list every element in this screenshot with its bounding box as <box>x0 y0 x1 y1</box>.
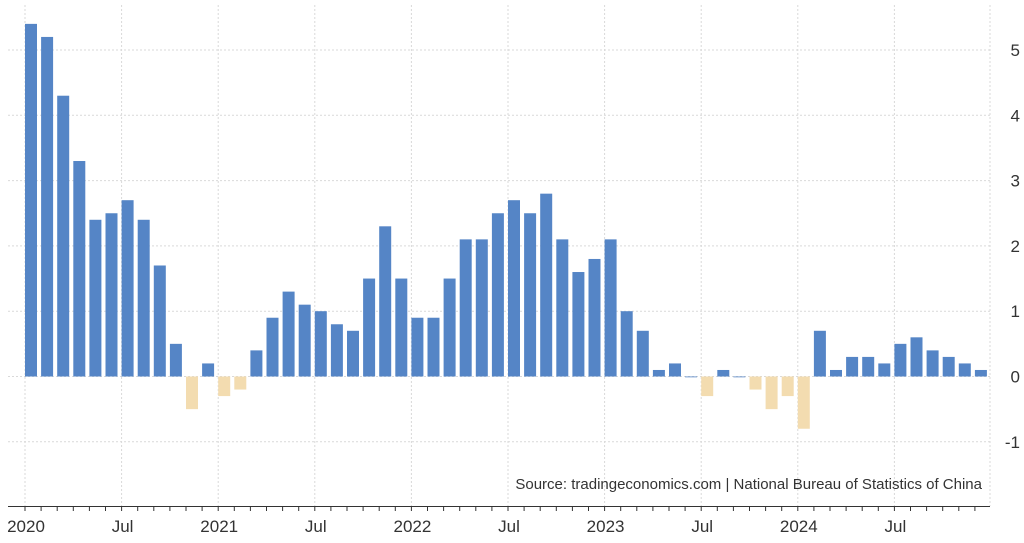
bar-2023-04 <box>652 369 665 377</box>
bar-2023-01 <box>604 239 617 377</box>
bar-2022-12 <box>588 258 601 377</box>
x-tick-label: 2024 <box>780 517 818 536</box>
bar-2020-08 <box>137 219 150 377</box>
bar-2024-10 <box>942 356 955 377</box>
bar-2024-11 <box>958 363 971 377</box>
bar-2023-08 <box>717 369 730 377</box>
y-tick-label: 2 <box>1011 237 1020 256</box>
bar-2021-01 <box>218 376 231 397</box>
bar-2021-12 <box>395 278 408 377</box>
x-tick-label: 2020 <box>7 517 45 536</box>
bar-2021-08 <box>330 324 343 377</box>
bar-2024-12 <box>974 369 987 377</box>
bar-2024-01 <box>797 376 810 429</box>
bar-2024-06 <box>878 363 891 377</box>
bar-2020-11 <box>186 376 198 410</box>
bar-2023-07 <box>701 376 714 397</box>
axes: -1 0 1 2 3 4 5 2020 Jul 2021 Jul 2022 Jul 2023 Jul 2024… <box>7 41 1020 536</box>
source-text: Source: tradingeconomics.com | National … <box>515 476 982 493</box>
bar-2020-04 <box>73 161 86 377</box>
y-tick-label: 0 <box>1011 368 1020 387</box>
bar-2024-08 <box>910 337 923 377</box>
bar-2022-08 <box>524 213 537 377</box>
grid-lines <box>8 5 991 506</box>
y-tick-label: 4 <box>1011 106 1020 125</box>
bar-2022-04 <box>459 239 472 377</box>
bar-2020-03 <box>57 95 70 377</box>
bar-2021-11 <box>379 226 392 377</box>
bar-2020-12 <box>202 363 215 377</box>
bar-2023-05 <box>669 363 681 377</box>
bar-2024-09 <box>926 350 939 377</box>
x-tick-label: Jul <box>498 517 520 536</box>
bar-2021-03 <box>250 350 263 377</box>
bar-2020-10 <box>169 343 182 377</box>
y-tick-label: 3 <box>1011 172 1020 191</box>
bar-2021-02 <box>234 376 247 390</box>
bar-2022-03 <box>443 278 456 377</box>
bar-2022-01 <box>411 317 424 377</box>
bar-2022-11 <box>572 272 585 377</box>
x-tick-label: 2022 <box>393 517 431 536</box>
bar-2023-03 <box>636 330 649 377</box>
bar-2022-06 <box>491 213 504 377</box>
bar-2024-03 <box>830 369 842 377</box>
bar-2021-04 <box>266 317 279 377</box>
bar-2024-07 <box>894 343 907 377</box>
x-tick-label: Jul <box>885 517 907 536</box>
bar-2023-02 <box>620 311 633 377</box>
x-tick-label: Jul <box>691 517 713 536</box>
bar-2022-09 <box>540 193 553 377</box>
bar-2022-05 <box>475 239 488 377</box>
x-tick-label: 2023 <box>587 517 625 536</box>
bar-2024-02 <box>813 330 826 377</box>
bar-2020-02 <box>41 36 54 377</box>
bar-2023-11 <box>765 376 778 410</box>
bar-2020-01 <box>25 23 37 377</box>
bar-2020-07 <box>121 200 134 377</box>
bar-2023-06 <box>685 376 698 378</box>
bar-2024-04 <box>846 356 859 377</box>
bar-2021-06 <box>298 304 311 377</box>
bar-2020-05 <box>89 219 102 377</box>
y-tick-label: 1 <box>1011 302 1020 321</box>
bar-2020-06 <box>105 213 118 377</box>
bar-2020-09 <box>153 265 166 377</box>
x-tick-label: 2021 <box>200 517 238 536</box>
y-tick-label: 5 <box>1011 41 1020 60</box>
bar-2023-12 <box>781 376 794 397</box>
bar-2023-10 <box>749 376 762 390</box>
bars <box>25 23 987 429</box>
bar-2022-10 <box>556 239 569 377</box>
bar-2021-09 <box>347 330 359 377</box>
bar-2021-05 <box>282 291 295 377</box>
bar-2021-10 <box>363 278 376 377</box>
x-tick-label: Jul <box>305 517 327 536</box>
bar-2024-05 <box>862 356 875 377</box>
bar-2023-09 <box>733 376 746 378</box>
y-tick-label: -1 <box>1005 433 1020 452</box>
bar-2022-02 <box>427 317 440 377</box>
x-tick-label: Jul <box>112 517 134 536</box>
bar-2021-07 <box>314 311 327 377</box>
bar-2022-07 <box>508 200 520 377</box>
